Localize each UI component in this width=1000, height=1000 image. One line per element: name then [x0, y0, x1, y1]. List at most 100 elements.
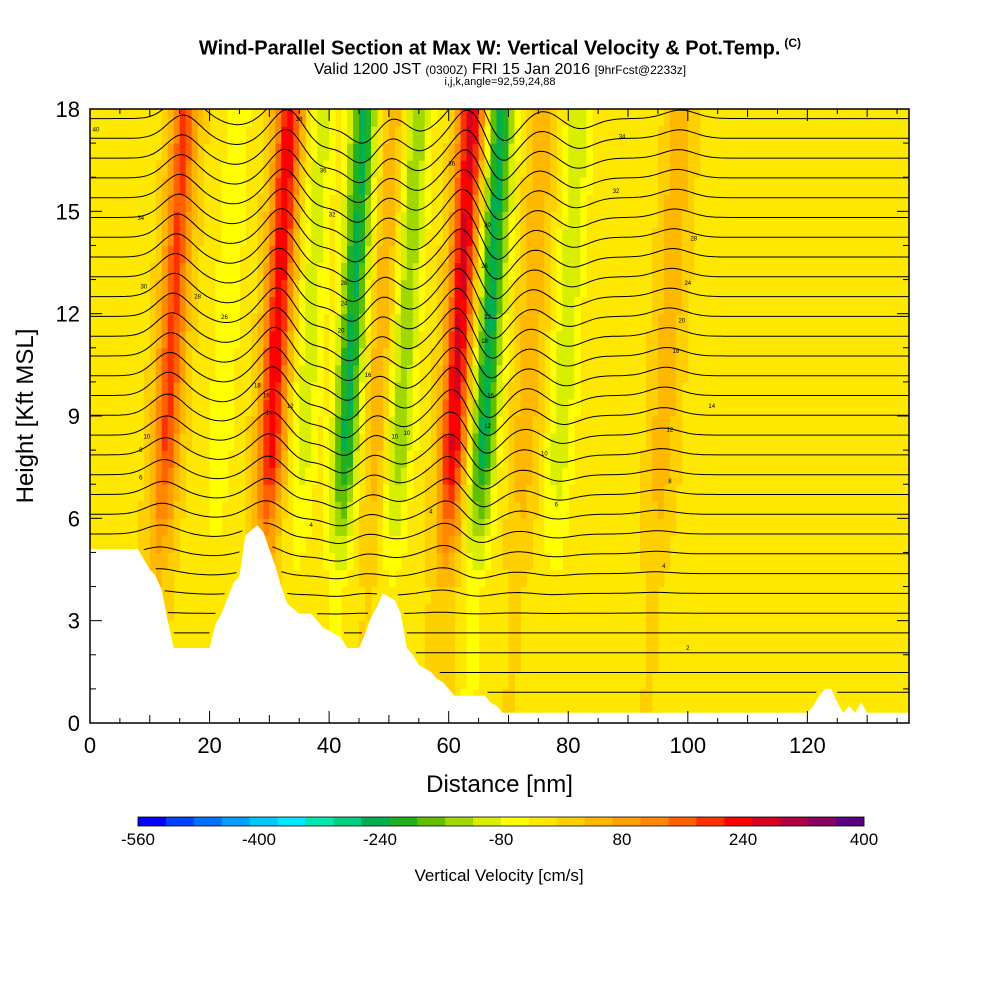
velocity-cell — [281, 484, 288, 502]
velocity-cell — [376, 381, 384, 400]
velocity-cell — [651, 381, 659, 400]
velocity-cell — [323, 228, 330, 247]
velocity-cell — [311, 228, 318, 247]
velocity-cell — [400, 313, 408, 332]
velocity-cell — [466, 262, 474, 281]
velocity-cell — [335, 603, 342, 622]
velocity-cell — [448, 381, 456, 400]
velocity-cell — [191, 330, 199, 349]
velocity-cell — [645, 416, 653, 434]
velocity-cell — [442, 330, 450, 349]
velocity-cell — [197, 109, 205, 127]
velocity-cell — [657, 552, 665, 571]
velocity-cell — [472, 433, 480, 451]
velocity-cell — [317, 347, 324, 366]
velocity-cell — [394, 501, 402, 519]
velocity-cell — [454, 433, 462, 451]
velocity-cell — [353, 194, 360, 212]
velocity-cell — [251, 501, 258, 519]
velocity-cell — [149, 313, 157, 332]
velocity-cell — [484, 467, 492, 485]
velocity-cell — [580, 228, 587, 247]
velocity-cell — [478, 143, 486, 161]
velocity-cell — [442, 450, 450, 468]
velocity-cell — [149, 398, 157, 417]
velocity-cell — [514, 535, 522, 554]
velocity-cell — [442, 398, 450, 417]
velocity-cell — [663, 381, 671, 400]
velocity-cell — [317, 143, 324, 161]
velocity-cell — [215, 467, 223, 485]
velocity-cell — [347, 381, 354, 400]
velocity-cell — [299, 467, 306, 485]
velocity-cell — [472, 279, 480, 298]
velocity-cell — [556, 245, 563, 264]
velocity-cell — [388, 296, 396, 315]
velocity-cell — [466, 637, 474, 656]
velocity-cell — [370, 211, 378, 229]
velocity-cell — [484, 228, 492, 247]
velocity-cell — [341, 450, 348, 468]
velocity-cell — [161, 143, 169, 161]
velocity-cell — [263, 245, 270, 264]
velocity-cell — [185, 228, 193, 247]
velocity-cell — [508, 245, 516, 264]
velocity-cell — [657, 381, 665, 400]
velocity-cell — [275, 245, 282, 264]
velocity-cell — [568, 245, 575, 264]
velocity-cell — [251, 518, 258, 536]
velocity-cell — [430, 620, 438, 639]
velocity-cell — [167, 313, 175, 332]
velocity-cell — [269, 262, 276, 281]
velocity-cell — [562, 450, 569, 468]
velocity-cell — [657, 262, 665, 281]
velocity-cell — [370, 416, 378, 434]
velocity-cell — [460, 330, 468, 349]
velocity-cell — [299, 296, 306, 315]
velocity-cell — [538, 398, 545, 417]
velocity-cell — [323, 467, 330, 485]
velocity-cell — [442, 552, 450, 571]
velocity-cell — [364, 381, 372, 400]
velocity-cell — [412, 109, 420, 127]
isentrope-line — [90, 477, 909, 509]
velocity-cell — [239, 109, 247, 127]
velocity-cell — [538, 109, 545, 127]
velocity-cell — [502, 211, 510, 229]
velocity-cell — [161, 313, 169, 332]
velocity-cell — [388, 398, 396, 417]
velocity-cell — [442, 262, 450, 281]
velocity-cell — [675, 262, 683, 281]
velocity-cell — [382, 484, 390, 502]
velocity-cell — [364, 126, 372, 144]
velocity-cell — [532, 364, 539, 383]
velocity-cell — [496, 296, 504, 315]
velocity-cell — [161, 484, 169, 502]
velocity-cell — [257, 228, 264, 247]
velocity-cell — [227, 245, 235, 264]
velocity-cell — [239, 228, 247, 247]
velocity-cell — [544, 143, 551, 161]
velocity-cell — [454, 501, 462, 519]
velocity-cell — [323, 296, 330, 315]
velocity-cell — [179, 313, 187, 332]
velocity-cell — [508, 143, 516, 161]
velocity-cell — [335, 228, 342, 247]
velocity-cell — [251, 450, 258, 468]
velocity-cell — [508, 467, 516, 485]
velocity-cell — [472, 228, 480, 247]
velocity-cell — [454, 330, 462, 349]
velocity-cell — [514, 586, 522, 605]
velocity-cell — [526, 262, 533, 281]
velocity-cell — [388, 484, 396, 502]
velocity-cell — [562, 177, 569, 195]
velocity-cell — [532, 450, 539, 468]
velocity-cell — [215, 313, 223, 332]
velocity-cell — [179, 398, 187, 417]
velocity-cell — [526, 126, 533, 144]
velocity-cell — [490, 518, 498, 536]
velocity-cell — [406, 177, 414, 195]
velocity-cell — [675, 245, 683, 264]
isentrope-label: 10 — [403, 431, 410, 437]
